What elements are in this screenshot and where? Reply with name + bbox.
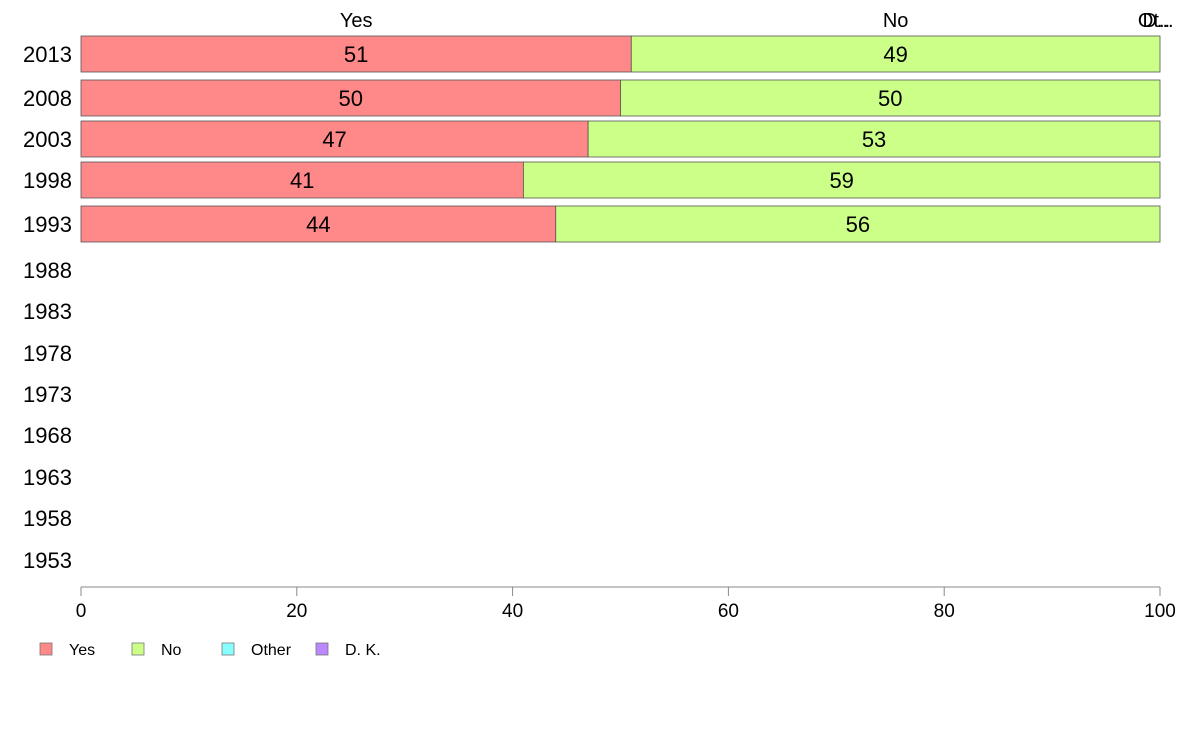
x-tick-label-20: 20 — [286, 601, 307, 622]
category-label-2013: 2013 — [23, 42, 72, 67]
legend-swatch-yes — [39, 642, 53, 656]
bar-no-2013 — [630, 35, 1161, 73]
category-label-1988: 1988 — [23, 258, 72, 283]
value-label-no-1993: 56 — [846, 212, 870, 237]
x-tick-label-40: 40 — [502, 601, 523, 622]
bar-yes-1998 — [80, 161, 524, 199]
category-label-1953: 1953 — [23, 548, 72, 573]
bar-yes-1993 — [80, 205, 557, 243]
category-label-1963: 1963 — [23, 465, 72, 490]
category-label-1983: 1983 — [23, 299, 72, 324]
bars: 51 49 50 50 47 53 41 59 44 56 — [80, 35, 1161, 243]
x-tick-label-0: 0 — [76, 601, 87, 622]
category-label-1998: 1998 — [23, 168, 72, 193]
top-label-yes: Yes — [340, 10, 373, 32]
legend-label-yes: Yes — [69, 642, 95, 659]
top-labels: Yes No Ot..D... — [340, 10, 1174, 32]
category-labels: 2013 2008 2003 1998 1993 1988 1983 1978 1973 1968… — [23, 42, 72, 573]
bar-yes-2003 — [80, 120, 589, 158]
category-label-2003: 2003 — [23, 127, 72, 152]
top-label-other: Ot.. — [1138, 10, 1170, 32]
top-label-dk: D... — [1142, 10, 1173, 32]
bar-no-1998 — [522, 161, 1161, 199]
x-tick-label-60: 60 — [718, 601, 739, 622]
category-label-2008: 2008 — [23, 86, 72, 111]
bar-no-1993 — [555, 205, 1161, 243]
value-label-no-2008: 50 — [878, 86, 902, 111]
category-label-1978: 1978 — [23, 341, 72, 366]
x-axis: 0 20 40 60 80 100 — [76, 586, 1176, 622]
value-label-yes-2003: 47 — [322, 127, 346, 152]
category-label-1973: 1973 — [23, 382, 72, 407]
legend-label-other: Other — [251, 642, 292, 659]
legend-swatch-dk — [315, 642, 329, 656]
x-tick-label-80: 80 — [934, 601, 955, 622]
value-label-yes-2008: 50 — [339, 86, 363, 111]
legend-swatch-other — [221, 642, 235, 656]
value-label-no-2003: 53 — [862, 127, 886, 152]
value-label-yes-1998: 41 — [290, 168, 314, 193]
x-tick-label-100: 100 — [1144, 601, 1176, 622]
legend-label-no: No — [161, 642, 182, 659]
bar-no-2003 — [587, 120, 1161, 158]
category-label-1993: 1993 — [23, 212, 72, 237]
category-label-1958: 1958 — [23, 506, 72, 531]
legend-label-dk: D. K. — [345, 642, 381, 659]
top-label-no: No — [883, 10, 909, 32]
value-label-no-1998: 59 — [829, 168, 853, 193]
value-label-no-2013: 49 — [883, 42, 907, 67]
value-label-yes-2013: 51 — [344, 42, 368, 67]
legend: Yes No Other D. K. — [39, 642, 381, 659]
value-label-yes-1993: 44 — [306, 212, 330, 237]
bar-no-2008 — [620, 79, 1161, 117]
legend-swatch-no — [131, 642, 145, 656]
category-label-1968: 1968 — [23, 423, 72, 448]
